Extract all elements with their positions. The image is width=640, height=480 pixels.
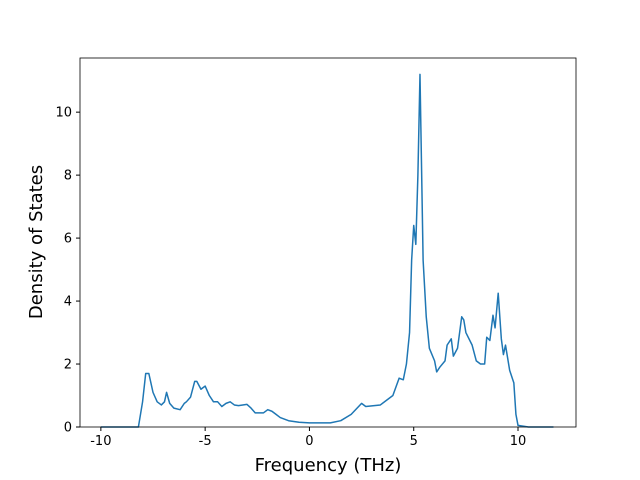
y-tick-label: 2: [64, 358, 72, 373]
x-axis-label: Frequency (THz): [255, 455, 402, 476]
y-tick-label: 6: [64, 232, 72, 247]
data-line: [100, 73, 554, 428]
y-tick-label: 8: [64, 169, 72, 184]
x-tick-label: 10: [510, 434, 527, 449]
y-tick-label: 10: [55, 106, 72, 121]
y-tick-label: 0: [64, 421, 72, 436]
plot-frame: [79, 57, 577, 428]
x-tick-label: 5: [410, 434, 418, 449]
x-tick-label: -5: [199, 434, 212, 449]
x-tick-label: -10: [90, 434, 111, 449]
x-tick-label: 0: [305, 434, 313, 449]
y-tick-label: 4: [64, 295, 72, 310]
y-axis-label: Density of States: [26, 165, 47, 319]
